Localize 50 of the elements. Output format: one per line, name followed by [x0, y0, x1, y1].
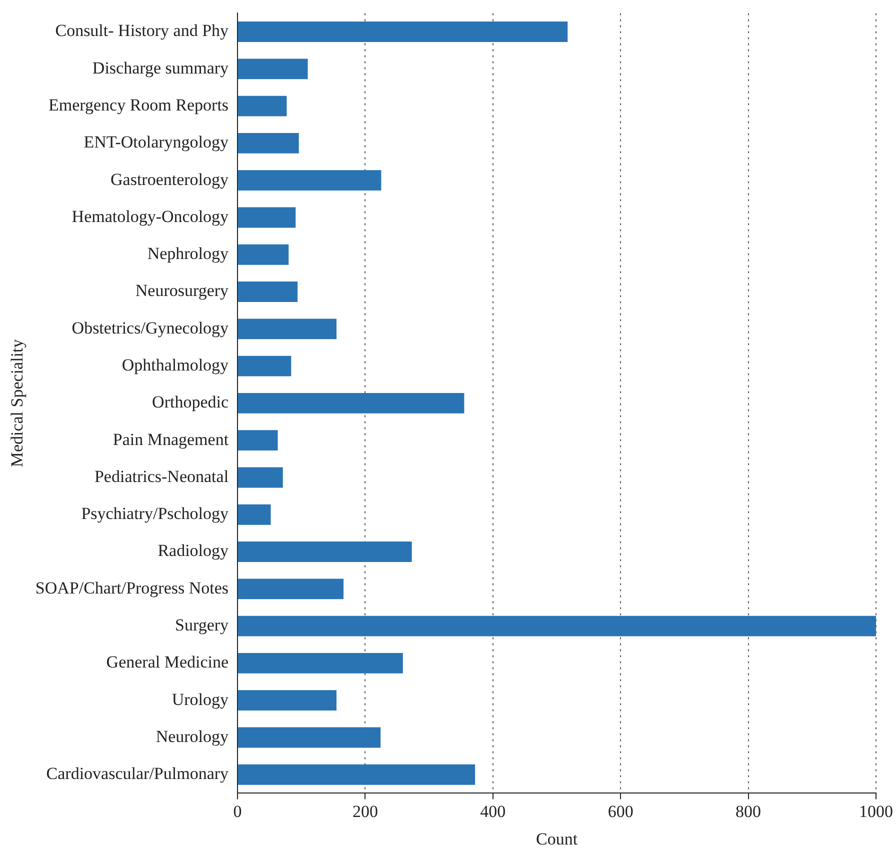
- bar: [238, 430, 278, 451]
- y-tick-label: Obstetrics/Gynecology: [72, 318, 230, 338]
- bar: [238, 96, 287, 116]
- y-tick-label: Pain Mnagement: [112, 430, 229, 449]
- y-tick-label: Neurosurgery: [135, 281, 230, 300]
- y-axis-title: Medical Speciality: [8, 338, 27, 468]
- y-tick-label: Ophthalmology: [122, 356, 230, 375]
- bar: [238, 616, 876, 636]
- x-tick-label: 1000: [859, 802, 893, 821]
- y-tick-label: Urology: [172, 690, 230, 709]
- x-axis-title: Count: [536, 829, 578, 848]
- y-tick-label: Psychiatry/Pschology: [81, 504, 230, 524]
- x-tick-label: 800: [736, 802, 762, 821]
- bar: [238, 244, 289, 265]
- x-tick-label: 600: [608, 802, 634, 821]
- x-tick-label: 0: [233, 802, 242, 821]
- bar: [238, 58, 308, 80]
- bar: [238, 690, 337, 711]
- bar: [238, 764, 476, 785]
- y-tick-label: Discharge summary: [92, 58, 230, 78]
- bar: [238, 132, 299, 154]
- bar: [238, 467, 283, 488]
- y-tick-label: Nephrology: [147, 244, 230, 264]
- bar: [238, 282, 298, 302]
- bar: [238, 652, 403, 674]
- y-tick-label: Neurology: [156, 726, 230, 746]
- bar: [238, 22, 568, 42]
- bar: [238, 727, 381, 748]
- bar: [238, 170, 382, 191]
- y-tick-label: General Medicine: [106, 652, 229, 672]
- y-tick-label: ENT-Otolaryngology: [84, 132, 230, 152]
- y-tick-label: Emergency Room Reports: [48, 96, 229, 115]
- y-tick-label: Hematology-Oncology: [72, 206, 230, 226]
- bar: [238, 542, 412, 562]
- y-tick-label: Consult- History and Phy: [55, 21, 230, 40]
- x-tick-label: 200: [352, 802, 378, 821]
- bar: [238, 578, 344, 600]
- y-tick-label: Cardiovascular/Pulmonary: [46, 764, 230, 784]
- y-tick-label: Orthopedic: [152, 392, 229, 412]
- bar: [238, 504, 271, 525]
- y-tick-label: SOAP/Chart/Progress Notes: [35, 578, 229, 598]
- bar: [238, 318, 337, 340]
- y-tick-label: Surgery: [175, 616, 230, 635]
- bar: [238, 207, 296, 228]
- bar: [238, 392, 464, 414]
- y-tick-label: Pediatrics-Neonatal: [94, 466, 229, 486]
- x-tick-label: 400: [480, 802, 506, 821]
- y-tick-label: Gastroenterology: [110, 170, 230, 189]
- bar: [238, 356, 292, 376]
- y-tick-label: Radiology: [158, 541, 230, 560]
